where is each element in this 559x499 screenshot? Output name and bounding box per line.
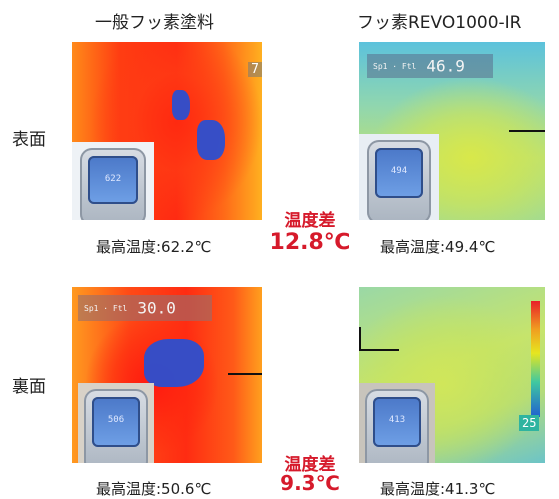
max-temp-top-standard: 最高温度:62.2℃ bbox=[96, 238, 212, 256]
crosshair-line bbox=[359, 349, 399, 351]
temp-difference-value: 9.3℃ bbox=[280, 471, 340, 495]
thermal-image-bottom-revo: 25 413 bbox=[359, 287, 545, 463]
thermometer-reading: 622 bbox=[104, 174, 122, 184]
thermometer-icon: 494 bbox=[367, 140, 431, 220]
crosshair-line bbox=[509, 130, 545, 132]
cold-spot bbox=[197, 120, 225, 160]
temperature-scale-bar bbox=[531, 301, 540, 417]
thermal-image-bottom-standard: Sp1 · Ftl 30.0 506 bbox=[72, 287, 262, 463]
row-label-surface: 表面 bbox=[12, 130, 46, 150]
thermometer-icon: 413 bbox=[365, 389, 429, 463]
temp-difference-label: 温度差 bbox=[284, 455, 336, 475]
hud-temperature: 30.0 bbox=[137, 298, 176, 318]
temp-difference-label: 温度差 bbox=[284, 211, 336, 231]
max-temp-top-revo: 最高温度:49.4℃ bbox=[380, 238, 496, 256]
thermal-image-top-revo: Sp1 · Ftl 46.9 494 bbox=[359, 42, 545, 220]
crosshair-line bbox=[228, 373, 262, 375]
thermal-image-top-standard: 7 622 bbox=[72, 42, 262, 220]
column-title-standard-fluorine: 一般フッ素塗料 bbox=[95, 13, 214, 33]
thermometer-icon: 622 bbox=[80, 148, 146, 220]
thermometer-reading: 506 bbox=[107, 415, 125, 425]
thermometer-icon: 506 bbox=[84, 389, 148, 463]
temp-difference-value: 12.8℃ bbox=[269, 230, 351, 255]
cold-spot bbox=[144, 339, 204, 387]
cold-spot bbox=[172, 90, 190, 120]
row-label-back: 裏面 bbox=[12, 377, 46, 397]
thermometer-screen: 506 bbox=[92, 397, 140, 447]
thermometer-screen: 413 bbox=[373, 397, 421, 447]
scale-min-value: 25 bbox=[519, 415, 540, 431]
crosshair-line bbox=[359, 327, 361, 351]
thermometer-inset: 506 bbox=[78, 383, 154, 463]
max-temp-bottom-revo: 最高温度:41.3℃ bbox=[380, 480, 496, 498]
hud-spot-label: Sp1 · Ftl bbox=[373, 61, 417, 71]
column-title-revo1000-ir: フッ素REVO1000-IR bbox=[357, 13, 522, 33]
temperature-readout: 7 bbox=[248, 62, 262, 77]
thermometer-reading: 494 bbox=[390, 166, 408, 176]
thermometer-inset: 622 bbox=[72, 142, 154, 220]
thermometer-screen: 622 bbox=[88, 156, 138, 204]
thermometer-screen: 494 bbox=[375, 148, 423, 198]
max-temp-bottom-standard: 最高温度:50.6℃ bbox=[96, 480, 212, 498]
hud-spot-label: Sp1 · Ftl bbox=[84, 303, 128, 313]
hud-readout: Sp1 · Ftl 46.9 bbox=[367, 54, 493, 78]
thermometer-reading: 413 bbox=[388, 415, 406, 425]
thermometer-inset: 494 bbox=[359, 134, 439, 220]
hud-readout: Sp1 · Ftl 30.0 bbox=[78, 295, 212, 321]
thermometer-inset: 413 bbox=[359, 383, 435, 463]
hud-temperature: 46.9 bbox=[426, 56, 465, 76]
